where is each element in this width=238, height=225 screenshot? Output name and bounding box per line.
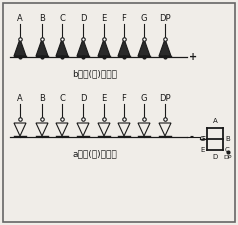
Text: A: A	[213, 118, 217, 124]
Text: D: D	[212, 154, 218, 160]
Text: DP: DP	[159, 94, 171, 103]
Text: C: C	[59, 94, 65, 103]
Text: DP: DP	[159, 14, 171, 23]
Text: C: C	[59, 14, 65, 23]
Text: b共阳(正)数码管: b共阳(正)数码管	[73, 69, 118, 78]
Polygon shape	[98, 39, 110, 56]
Text: B: B	[225, 136, 230, 142]
Text: F: F	[122, 94, 126, 103]
Text: G: G	[200, 136, 205, 142]
Text: B: B	[39, 94, 45, 103]
Text: A: A	[17, 14, 23, 23]
Text: A: A	[17, 94, 23, 103]
Text: DP: DP	[224, 155, 232, 160]
Text: C: C	[225, 147, 230, 153]
Text: +: +	[189, 52, 197, 62]
Text: -: -	[189, 132, 193, 142]
Text: D: D	[80, 94, 86, 103]
Polygon shape	[159, 39, 171, 56]
Polygon shape	[77, 39, 89, 56]
Polygon shape	[36, 39, 48, 56]
FancyBboxPatch shape	[3, 3, 235, 222]
Polygon shape	[56, 39, 68, 56]
Polygon shape	[14, 39, 26, 56]
Text: E: E	[101, 14, 107, 23]
Text: G: G	[141, 14, 147, 23]
Text: G: G	[141, 94, 147, 103]
Text: E: E	[101, 94, 107, 103]
Text: F: F	[122, 14, 126, 23]
Polygon shape	[138, 39, 150, 56]
Text: a共阴(负)数码管: a共阴(负)数码管	[73, 149, 117, 158]
Text: E: E	[201, 147, 205, 153]
Text: B: B	[39, 14, 45, 23]
Text: D: D	[80, 14, 86, 23]
Text: F: F	[201, 136, 205, 142]
Polygon shape	[118, 39, 130, 56]
